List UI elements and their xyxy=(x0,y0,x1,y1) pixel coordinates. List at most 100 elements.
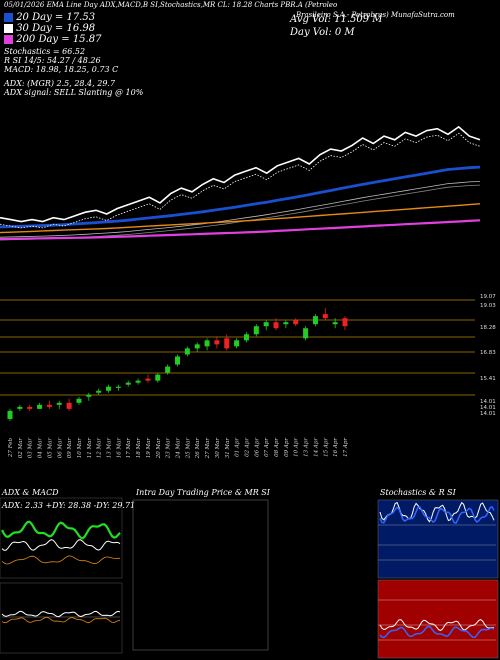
x-tick-label: 25 Mar xyxy=(185,438,191,460)
y-tick-label-1: 19.03 xyxy=(480,303,496,309)
candle-body xyxy=(184,348,190,355)
stoch-panel-title: Stochastics & R SI xyxy=(380,488,456,497)
candle-body xyxy=(96,390,102,393)
ema-20-line xyxy=(0,165,481,229)
candle-body xyxy=(145,378,151,381)
candle-body xyxy=(322,314,328,319)
candle-body xyxy=(293,320,299,325)
candle-body xyxy=(165,366,171,373)
candle-body xyxy=(125,382,131,385)
x-tick-label: 10 Mar xyxy=(77,438,83,459)
x-tick-label: 26 Mar xyxy=(195,438,201,460)
candle-body xyxy=(56,402,62,405)
x-tick-label: 17 Mar xyxy=(126,438,132,459)
stoch-d-line xyxy=(379,505,495,525)
candle-body xyxy=(204,340,210,347)
candle-body xyxy=(115,386,121,388)
candle-body xyxy=(342,318,348,327)
candle-body xyxy=(234,340,240,347)
macd-line xyxy=(1,610,121,618)
intraday-panel-frame xyxy=(132,499,269,651)
x-tick-label: 16 Mar xyxy=(116,438,122,459)
candle-body xyxy=(312,316,318,325)
header-top-line: 05/01/2026 EMA Line Day ADX,MACD,B SI,St… xyxy=(4,1,338,9)
adx-panel-values: ADX: 2.33 +DY: 28.38 -DY: 29.71 xyxy=(2,501,136,510)
candle-body xyxy=(7,410,13,419)
x-tick-label: 08 Apr xyxy=(274,438,280,457)
ema200-swatch xyxy=(4,35,13,44)
ema-panel xyxy=(0,125,481,241)
price-line xyxy=(0,125,481,223)
plus-di-line xyxy=(1,520,121,540)
x-tick-label: 14 Apr xyxy=(313,438,319,457)
x-tick-label: 01 Apr xyxy=(235,438,241,457)
small-panels xyxy=(1,501,496,641)
adx-panel-title: ADX & MACD xyxy=(2,488,59,497)
x-tick-label: 10 Apr xyxy=(294,438,300,457)
x-tick-label: 06 Mar xyxy=(57,438,63,459)
x-tick-label: 24 Mar xyxy=(176,438,182,460)
x-tick-label: 31 Mar xyxy=(225,438,231,459)
candle-body xyxy=(263,322,269,327)
minus-di-line xyxy=(1,539,121,551)
x-tick-label: 09 Mar xyxy=(67,438,73,459)
x-tick-label: 17 Apr xyxy=(343,438,349,457)
adx-signal-line: ADX signal: SELL Slanting @ 10% xyxy=(4,88,144,97)
candle-body xyxy=(332,322,338,325)
y-tick-label-6: 14.01 xyxy=(480,405,496,411)
y-tick-label-3: 16.83 xyxy=(480,350,496,356)
macd-signal-line xyxy=(1,616,121,624)
adx-panel-frame xyxy=(0,497,123,579)
candle-body xyxy=(224,338,230,349)
candle-body xyxy=(135,380,141,383)
ema-legend-200: 200 Day = 15.87 xyxy=(4,35,101,45)
x-tick-label: 18 Mar xyxy=(136,438,142,459)
y-tick-label-7: 14.01 xyxy=(480,411,496,417)
candle-body xyxy=(175,356,180,365)
macd-line: MACD: 18.98, 18.25, 0.73 C xyxy=(4,65,119,74)
x-tick-label: 27 Mar xyxy=(205,438,211,460)
candle-body xyxy=(37,404,43,409)
x-tick-label: 19 Mar xyxy=(146,438,152,459)
candle-body xyxy=(46,404,52,407)
x-tick-label: 13 Mar xyxy=(107,438,113,459)
candle-panel: 19.0719.0318.2816.8315.4114.0114.0114.01… xyxy=(0,294,496,459)
ema-100-line xyxy=(0,203,481,234)
x-tick-label: 09 Apr xyxy=(284,438,290,457)
x-tick-label: 07 Apr xyxy=(264,438,270,457)
x-tick-label: 11 Mar xyxy=(87,438,93,459)
stochastics-line: Stochastics = 66.52 xyxy=(4,47,86,56)
mrsi-line xyxy=(379,625,495,639)
ema30-label: 30 Day = 16.98 xyxy=(16,23,96,34)
candle-body xyxy=(27,406,33,409)
x-tick-label: 27 Feb xyxy=(8,438,14,459)
candle-body xyxy=(283,322,289,325)
x-tick-label: 12 Mar xyxy=(97,438,103,459)
candle-body xyxy=(214,340,220,345)
x-tick-label: 23 Mar xyxy=(166,438,172,460)
x-tick-label: 06 Apr xyxy=(254,438,260,457)
rsi-line: R SI 14/5: 54.27 / 48.26 xyxy=(4,56,101,65)
candle-body xyxy=(253,326,259,335)
x-tick-label: 04 Mar xyxy=(38,438,44,459)
intraday-panel-title: Intra Day Trading Price & MR SI xyxy=(136,488,270,497)
x-tick-label: 02 Apr xyxy=(244,438,250,457)
x-tick-label: 15 Apr xyxy=(323,438,329,457)
candle-body xyxy=(273,322,279,329)
ema-200-line xyxy=(0,219,481,241)
candle-body xyxy=(76,398,82,403)
adx-line xyxy=(1,555,120,565)
y-tick-label-2: 18.28 xyxy=(480,325,496,331)
candle-body xyxy=(66,402,72,409)
candle-body xyxy=(303,328,309,339)
x-tick-label: 30 Mar xyxy=(215,438,221,459)
ema20-swatch xyxy=(4,13,13,22)
x-tick-label: 02 Mar xyxy=(18,438,24,459)
day-volume: Day Vol: 0 M xyxy=(290,27,355,38)
candle-body xyxy=(243,334,249,341)
rsi-panel-frame xyxy=(377,579,499,659)
ema-50-line xyxy=(0,181,481,238)
y-tick-label-4: 15.41 xyxy=(480,376,496,382)
x-tick-label: 20 Mar xyxy=(156,438,162,460)
